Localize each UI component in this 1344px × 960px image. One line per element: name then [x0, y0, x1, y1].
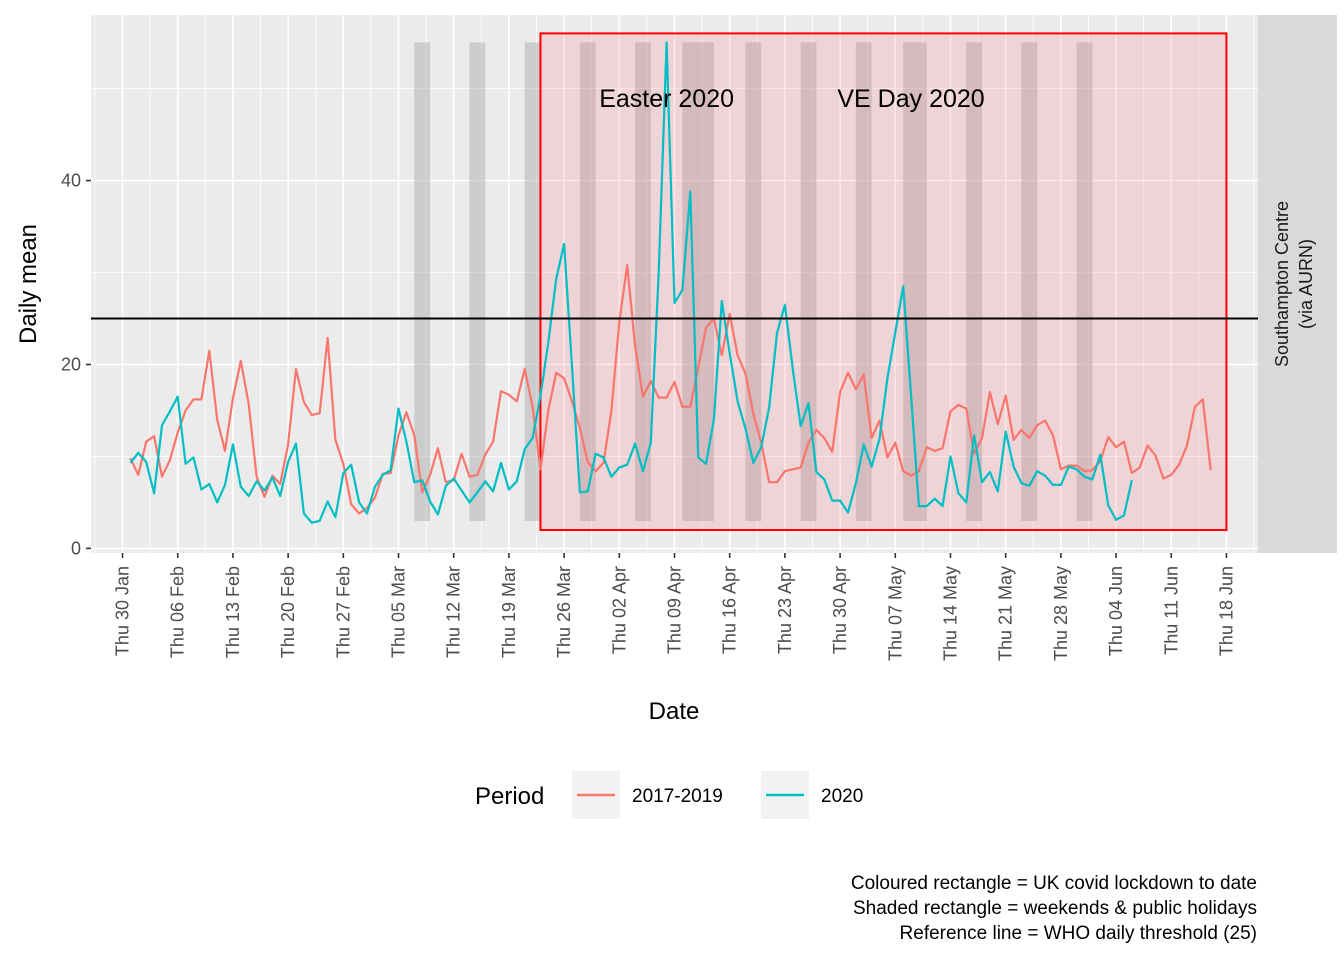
x-tick-label: Thu 13 Feb	[223, 566, 243, 658]
facet-strip	[1258, 15, 1337, 553]
caption-line-1: Coloured rectangle = UK covid lockdown t…	[851, 873, 1257, 894]
shaded-period	[414, 42, 431, 522]
shaded-period	[469, 42, 486, 522]
y-tick-label: 40	[61, 171, 81, 191]
x-tick-label: Thu 28 May	[1051, 566, 1071, 661]
shaded-period	[903, 42, 927, 522]
shaded-period	[966, 42, 983, 522]
shaded-period	[800, 42, 817, 522]
x-tick-label: Thu 20 Feb	[278, 566, 298, 658]
caption-line-3: Reference line = WHO daily threshold (25…	[900, 923, 1257, 944]
x-tick-label: Thu 16 Apr	[720, 566, 740, 654]
legend-label-2017-2019: 2017-2019	[632, 786, 723, 807]
shaded-period	[635, 42, 651, 522]
x-tick-label: Thu 27 Feb	[333, 566, 353, 658]
x-tick-label: Thu 23 Apr	[775, 566, 795, 654]
series-line-2017-2019	[129, 264, 1212, 515]
y-tick-label: 20	[61, 354, 81, 374]
x-tick-label: Thu 05 Mar	[389, 566, 409, 658]
facet-label-line2: (via AURN)	[1296, 239, 1316, 329]
annotation-label: VE Day 2020	[837, 85, 984, 113]
x-tick-label: Thu 11 Jun	[1161, 566, 1181, 655]
x-tick-label: Thu 07 May	[885, 566, 905, 661]
y-tick-labels: 0 20 40	[61, 171, 81, 559]
x-tick-label: Thu 26 Mar	[554, 566, 574, 658]
x-tick-labels: Thu 30 Jan Thu 06 Feb Thu 13 Feb Thu 20 Feb…	[113, 566, 1237, 661]
x-axis-title: Date	[649, 698, 700, 725]
shaded-period	[1076, 42, 1093, 522]
x-tick-label: Thu 30 Jan	[113, 566, 133, 656]
x-tick-label: Thu 19 Mar	[499, 566, 519, 658]
lockdown-layer	[539, 32, 1228, 532]
annotation-layer: Easter 2020 VE Day 2020	[599, 85, 985, 113]
y-axis-title: Daily mean	[15, 224, 42, 344]
lockdown-rectangle	[539, 32, 1228, 532]
y-tick-label: 0	[71, 538, 81, 558]
series-line-2020	[129, 41, 1133, 524]
axis-ticks	[86, 179, 1228, 558]
x-tick-label: Thu 09 Apr	[665, 566, 685, 654]
shaded-period	[579, 42, 596, 522]
legend: Period 2017-2019 2020	[475, 771, 863, 819]
caption: Coloured rectangle = UK covid lockdown t…	[851, 873, 1257, 944]
legend-label-2020: 2020	[821, 786, 863, 807]
x-tick-label: Thu 21 May	[996, 566, 1016, 661]
x-tick-label: Thu 14 May	[940, 566, 960, 661]
facet-label-line1: Southampton Centre	[1272, 201, 1292, 367]
x-tick-label: Thu 12 Mar	[444, 566, 464, 658]
x-tick-label: Thu 18 Jun	[1216, 566, 1236, 656]
shaded-period	[1021, 42, 1038, 522]
shaded-period	[745, 42, 762, 522]
series-layer	[129, 41, 1212, 524]
x-tick-label: Thu 02 Apr	[609, 566, 629, 654]
shaded-period	[524, 42, 541, 522]
x-tick-label: Thu 06 Feb	[168, 566, 188, 658]
legend-title: Period	[475, 783, 544, 810]
caption-line-2: Shaded rectangle = weekends & public hol…	[853, 898, 1257, 919]
x-tick-label: Thu 04 Jun	[1106, 566, 1126, 656]
x-tick-label: Thu 30 Apr	[830, 566, 850, 654]
annotation-label: Easter 2020	[599, 85, 734, 113]
